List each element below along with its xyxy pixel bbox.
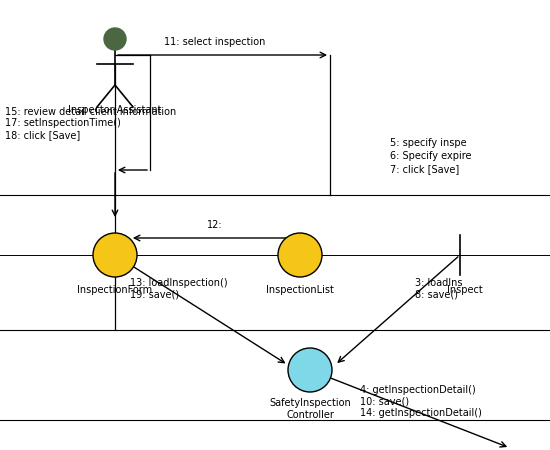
Text: 11: select inspection: 11: select inspection: [164, 37, 266, 47]
Text: InspectionList: InspectionList: [266, 285, 334, 295]
Text: 12:: 12:: [207, 220, 223, 230]
Text: 7: click [Save]: 7: click [Save]: [390, 164, 459, 174]
Circle shape: [278, 233, 322, 277]
Text: Inspect: Inspect: [447, 285, 483, 295]
Text: 6: Specify expire: 6: Specify expire: [390, 151, 471, 161]
Text: 3: loadIns
8: save(): 3: loadIns 8: save(): [415, 278, 463, 300]
Text: SafetyInspection
Controller: SafetyInspection Controller: [269, 398, 351, 419]
Text: InspectionForm: InspectionForm: [78, 285, 152, 295]
Text: 4: getInspectionDetail()
10: save()
14: getInspectionDetail(): 4: getInspectionDetail() 10: save() 14: …: [360, 385, 482, 418]
Circle shape: [104, 28, 126, 50]
Text: 5: specify inspe: 5: specify inspe: [390, 138, 466, 148]
Text: 15: review detail client information
17: setInspectionTime()
18: click [Save]: 15: review detail client information 17:…: [5, 107, 176, 140]
Text: Inspector Assistant: Inspector Assistant: [68, 105, 162, 115]
Circle shape: [288, 348, 332, 392]
Circle shape: [93, 233, 137, 277]
Text: 13: loadInspection()
19: save(): 13: loadInspection() 19: save(): [130, 278, 228, 300]
